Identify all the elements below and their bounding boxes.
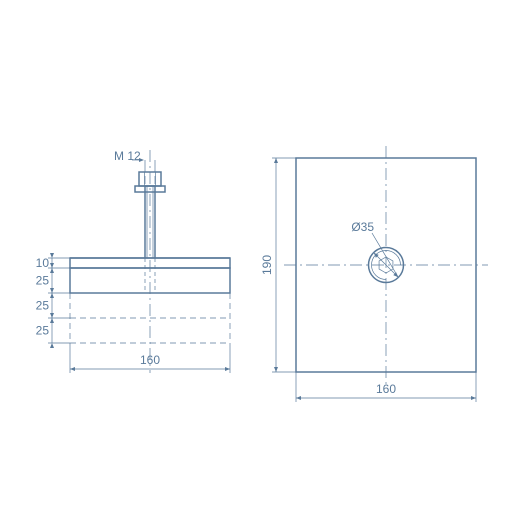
svg-text:25: 25 [36, 324, 50, 338]
svg-text:M 12: M 12 [114, 149, 141, 163]
svg-text:190: 190 [260, 255, 274, 275]
svg-text:Ø35: Ø35 [351, 220, 374, 234]
svg-text:160: 160 [376, 382, 396, 396]
svg-text:10: 10 [36, 256, 50, 270]
svg-text:160: 160 [140, 353, 160, 367]
svg-text:25: 25 [36, 299, 50, 313]
svg-text:25: 25 [36, 274, 50, 288]
